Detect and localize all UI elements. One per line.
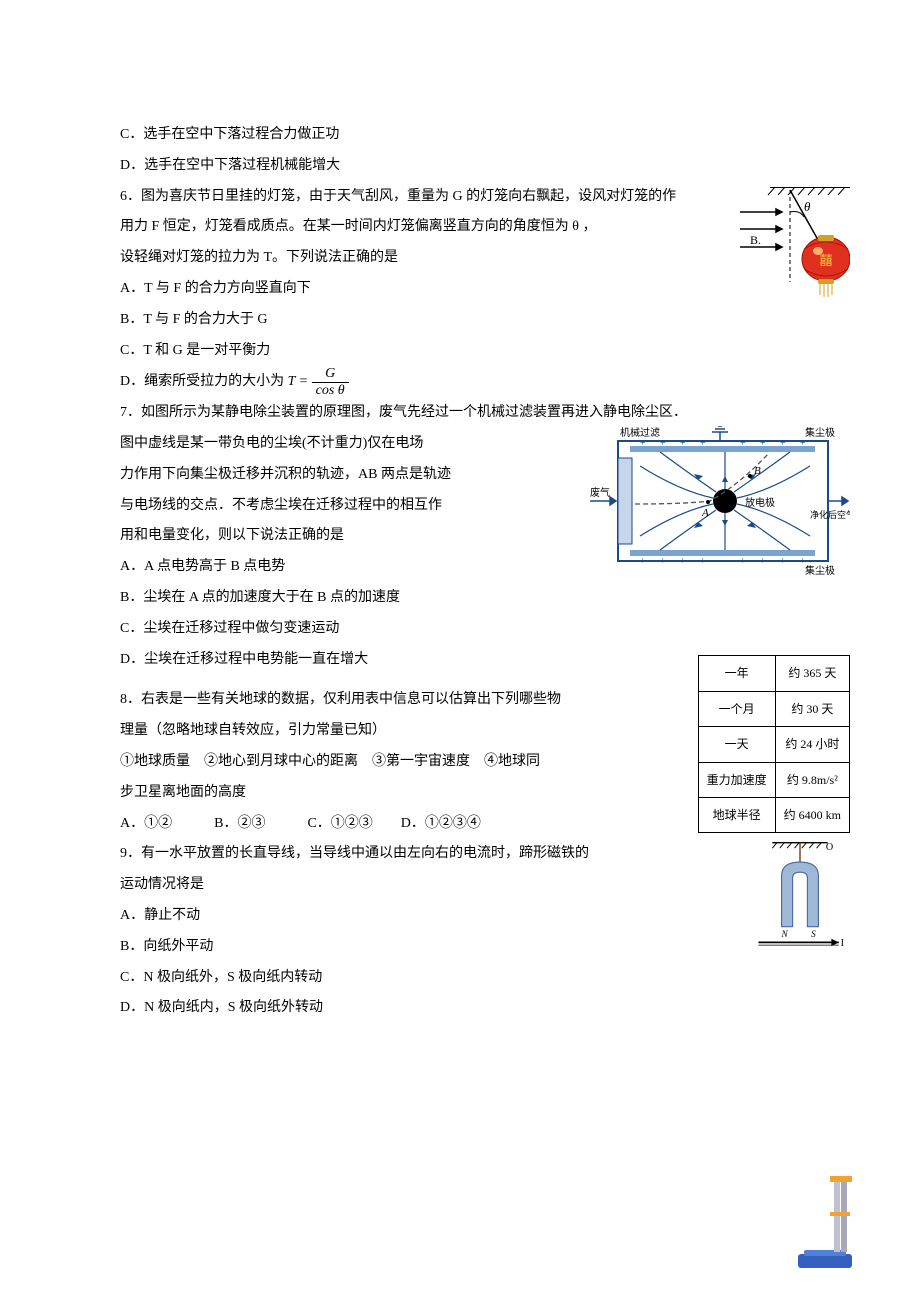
q9-stem-1: 9．有一水平放置的长直导线，当导线中通以由左向右的电流时，蹄形磁铁的: [120, 839, 820, 870]
svg-text:+: +: [780, 438, 786, 449]
q7-stem-1: 7．如图所示为某静电除尘装置的原理图，废气先经过一个机械过滤装置再进入静电除尘区…: [120, 398, 820, 429]
label-waste: 废气: [590, 486, 610, 499]
q7-option-b: B．尘埃在 A 点的加速度大于在 B 点的加速度: [120, 583, 820, 614]
theta-label: θ: [804, 199, 811, 214]
q6-block: 6．图为喜庆节日里挂的灯笼，由于天气刮风，重量为 G 的灯笼向右飘起，设风对灯笼…: [120, 182, 820, 399]
q6-fraction: G cos θ: [312, 366, 349, 398]
svg-text:+: +: [800, 438, 806, 449]
q6-option-d-pre: D．绳索所受拉力的大小为: [120, 374, 284, 389]
table-cell: 重力加速度: [698, 762, 775, 797]
svg-text:+: +: [760, 438, 766, 449]
svg-text:+: +: [740, 556, 746, 567]
table-cell: 一个月: [698, 691, 775, 726]
svg-text:+: +: [760, 556, 766, 567]
label-n: N: [781, 929, 789, 939]
q5-option-d: D．选手在空中下落过程机械能增大: [120, 151, 820, 182]
q9-option-b: B．向纸外平动: [120, 932, 820, 963]
svg-text:+: +: [680, 556, 686, 567]
label-i: I: [841, 939, 845, 950]
label-clean: 净化后空气: [810, 509, 850, 520]
q6-fraction-num: G: [312, 366, 349, 382]
horseshoe-magnet-figure: O N S I: [750, 839, 850, 959]
q6-option-d: D．绳索所受拉力的大小为 T = G cos θ: [120, 366, 820, 398]
table-cell: 约 9.8m/s²: [775, 762, 849, 797]
q9-stem-2: 运动情况将是: [120, 870, 820, 901]
svg-text:+: +: [800, 556, 806, 567]
label-collector-bot: 集尘极: [805, 564, 835, 576]
table-cell: 地球半径: [698, 798, 775, 833]
table-cell: 约 365 天: [775, 656, 849, 691]
q9-block: 9．有一水平放置的长直导线，当导线中通以由左向右的电流时，蹄形磁铁的 运动情况将…: [120, 839, 820, 1024]
svg-text:+: +: [640, 438, 646, 449]
table-cell: 一年: [698, 656, 775, 691]
svg-text:+: +: [700, 556, 706, 567]
q6-eq-lhs: T =: [288, 374, 308, 389]
table-row: 重力加速度约 9.8m/s²: [698, 762, 849, 797]
q7-option-c: C．尘埃在迁移过程中做匀变速运动: [120, 614, 820, 645]
q6-option-b: B．T 与 F 的合力大于 G: [120, 305, 820, 336]
label-collector-top: 集尘极: [805, 426, 835, 439]
earth-data-table: 一年约 365 天一个月约 30 天一天约 24 小时重力加速度约 9.8m/s…: [698, 655, 850, 833]
q6-fraction-den: cos θ: [312, 383, 349, 398]
label-o: O: [826, 843, 833, 854]
lantern-char: 囍: [819, 253, 832, 268]
q9-option-a: A．静止不动: [120, 901, 820, 932]
table-cell: 约 30 天: [775, 691, 849, 726]
svg-text:+: +: [780, 556, 786, 567]
q8-block: 8．右表是一些有关地球的数据，仅利用表中信息可以估算出下列哪些物 理量（忽略地球…: [120, 685, 820, 839]
q9-option-c: C．N 极向纸外，S 极向纸内转动: [120, 963, 820, 994]
table-cell: 约 24 小时: [775, 727, 849, 762]
svg-text:+: +: [660, 438, 666, 449]
q9-option-d: D．N 极向纸内，S 极向纸外转动: [120, 993, 820, 1024]
table-row: 一年约 365 天: [698, 656, 849, 691]
label-b: B: [754, 465, 761, 477]
q7-block: 7．如图所示为某静电除尘装置的原理图，废气先经过一个机械过滤装置再进入静电除尘区…: [120, 398, 820, 675]
q5-option-c: C．选手在空中下落过程合力做正功: [120, 120, 820, 151]
q6-b-label: B.: [750, 233, 761, 247]
label-s: S: [811, 929, 816, 939]
table-row: 一天约 24 小时: [698, 727, 849, 762]
svg-text:+: +: [740, 438, 746, 449]
label-a: A: [701, 507, 709, 519]
q6-option-c: C．T 和 G 是一对平衡力: [120, 336, 820, 367]
svg-text:+: +: [640, 556, 646, 567]
scale-figure: [790, 1172, 860, 1272]
table-row: 一个月约 30 天: [698, 691, 849, 726]
page: C．选手在空中下落过程合力做正功 D．选手在空中下落过程机械能增大 6．图为喜庆…: [0, 0, 920, 1302]
lantern-figure: θ B. 囍: [710, 187, 850, 307]
svg-text:+: +: [700, 438, 706, 449]
electrostatic-precipitator-figure: 机械过滤 集尘极 集尘极 ++++ ++++ ++++ ++++: [590, 426, 850, 576]
svg-text:+: +: [680, 438, 686, 449]
table-cell: 约 6400 km: [775, 798, 849, 833]
svg-text:+: +: [660, 556, 666, 567]
table-cell: 一天: [698, 727, 775, 762]
table-row: 地球半径约 6400 km: [698, 798, 849, 833]
